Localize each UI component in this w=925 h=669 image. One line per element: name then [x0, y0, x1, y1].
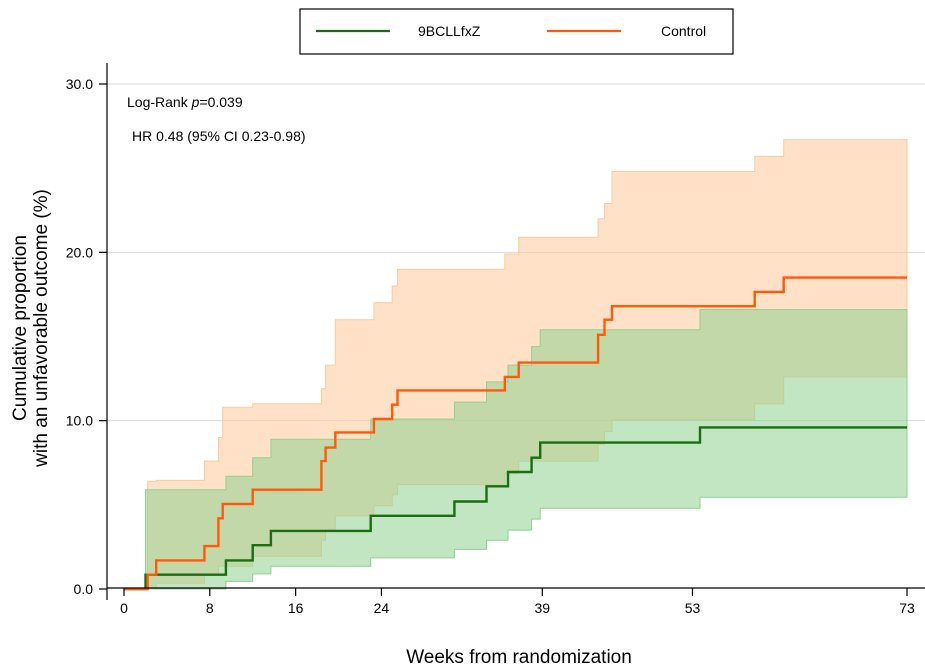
y-tick-label-2: 20.0	[66, 244, 93, 260]
y-axis-title-line2: with an unfavorable outcome (%)	[31, 189, 52, 468]
x-ticks: 0 8 16 24 39 53 73	[120, 588, 915, 616]
legend: 9BCLLfxZ Control	[299, 8, 734, 55]
legend-label-treatment: 9BCLLfxZ	[418, 23, 481, 39]
curve-control	[124, 276, 907, 591]
x-tick-label-0: 0	[120, 600, 128, 616]
x-tick-label-3: 24	[374, 600, 390, 616]
y-ticks: 0.0 10.0 20.0 30.0	[66, 76, 107, 597]
x-axis-title: Weeks from randomization	[406, 647, 632, 668]
y-tick-label-3: 30.0	[66, 76, 93, 92]
x-tick-label-2: 16	[288, 600, 304, 616]
x-tick-label-1: 8	[206, 600, 214, 616]
logrank-annotation: Log-Rank p=0.039	[127, 94, 243, 110]
x-tick-label-6: 73	[899, 600, 915, 616]
x-tick-label-4: 39	[535, 600, 551, 616]
y-tick-label-1: 10.0	[66, 413, 93, 429]
legend-label-control: Control	[661, 23, 706, 39]
x-tick-label-5: 53	[685, 600, 701, 616]
curve-treatment	[124, 426, 907, 591]
hr-annotation: HR 0.48 (95% CI 0.23-0.98)	[132, 128, 306, 144]
y-tick-label-0: 0.0	[74, 581, 94, 597]
confidence-bands	[145, 139, 908, 590]
y-axis-title-line1: Cumulative proportion	[10, 235, 31, 421]
survival-curves	[124, 276, 907, 591]
